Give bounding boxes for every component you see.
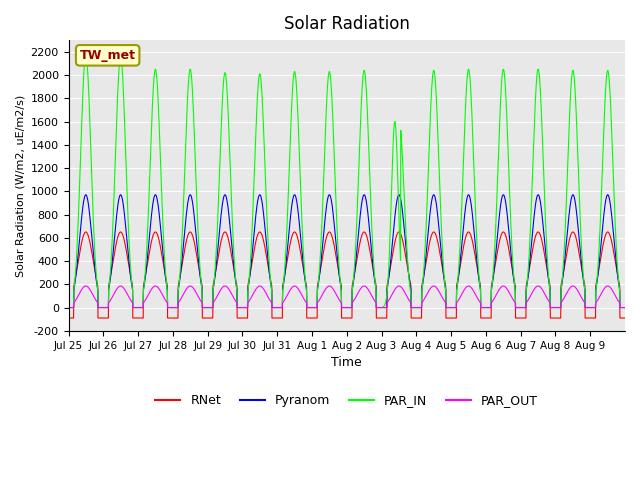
RNet: [241, 315, 248, 321]
PAR_OUT: [613, 296, 621, 302]
Pyranom: [613, 270, 621, 276]
Pyranom: [381, 305, 388, 311]
Line: RNet: RNet: [68, 232, 625, 318]
Line: PAR_OUT: PAR_OUT: [68, 286, 625, 308]
Pyranom: [546, 286, 554, 291]
Pyranom: [65, 305, 72, 311]
PAR_OUT: [621, 305, 629, 311]
PAR_OUT: [515, 305, 522, 311]
PAR_OUT: [65, 305, 72, 311]
RNet: [613, 270, 621, 276]
PAR_IN: [546, 286, 554, 292]
PAR_OUT: [381, 305, 388, 311]
PAR_OUT: [82, 283, 90, 289]
PAR_IN: [241, 305, 248, 311]
PAR_IN: [120, 112, 128, 118]
Pyranom: [82, 192, 90, 198]
PAR_IN: [613, 261, 621, 267]
RNet: [546, 282, 554, 288]
RNet: [65, 315, 72, 321]
RNet: [621, 315, 629, 321]
PAR_OUT: [546, 300, 554, 305]
PAR_IN: [621, 305, 629, 311]
PAR_OUT: [241, 305, 248, 311]
RNet: [515, 315, 522, 321]
Text: TW_met: TW_met: [79, 49, 136, 62]
Legend: RNet, Pyranom, PAR_IN, PAR_OUT: RNet, Pyranom, PAR_IN, PAR_OUT: [150, 389, 543, 412]
Pyranom: [515, 305, 522, 311]
PAR_OUT: [120, 286, 128, 292]
Pyranom: [120, 211, 128, 216]
Pyranom: [241, 305, 248, 311]
PAR_IN: [65, 305, 72, 311]
PAR_IN: [82, 52, 90, 58]
Line: PAR_IN: PAR_IN: [68, 55, 625, 308]
PAR_IN: [515, 305, 522, 311]
Title: Solar Radiation: Solar Radiation: [284, 15, 410, 33]
RNet: [120, 238, 128, 243]
Y-axis label: Solar Radiation (W/m2, uE/m2/s): Solar Radiation (W/m2, uE/m2/s): [15, 95, 25, 276]
PAR_IN: [381, 303, 388, 309]
RNet: [82, 229, 90, 235]
Pyranom: [621, 305, 629, 311]
RNet: [381, 315, 388, 321]
Line: Pyranom: Pyranom: [68, 195, 625, 308]
X-axis label: Time: Time: [332, 356, 362, 369]
